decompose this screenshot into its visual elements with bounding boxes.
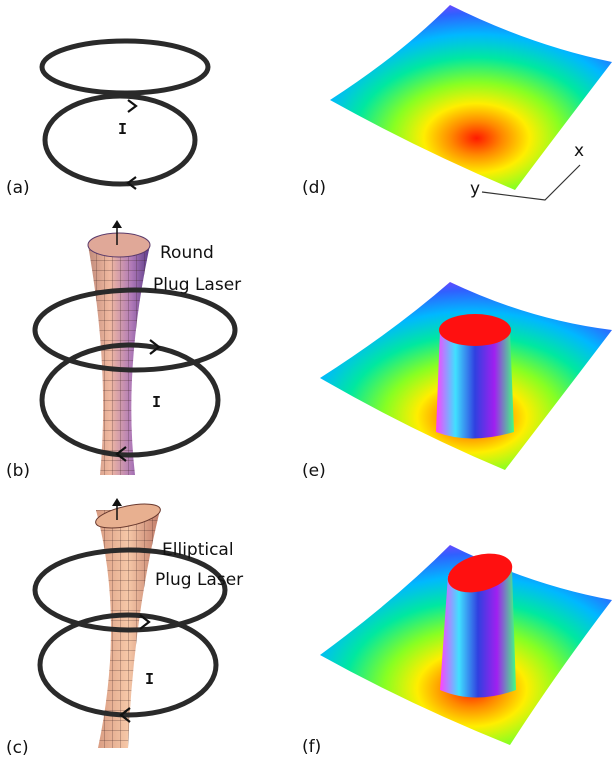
beam-mesh bbox=[88, 245, 150, 475]
panel-a: I (a) bbox=[6, 41, 208, 198]
laser-label: Elliptical bbox=[162, 540, 234, 560]
current-arrow bbox=[128, 100, 136, 112]
figure: I (a) I Round Plug Laser (b) I Elliptica… bbox=[0, 0, 615, 762]
beam-arrow bbox=[112, 498, 122, 506]
coil-ring bbox=[42, 41, 208, 93]
current-label: I bbox=[145, 670, 154, 688]
laser-label: Plug Laser bbox=[155, 570, 243, 590]
axis-label: x bbox=[574, 141, 584, 161]
panel-label: (f) bbox=[302, 737, 321, 757]
panel-c: I Elliptical Plug Laser (c) bbox=[6, 498, 243, 758]
panel-label: (d) bbox=[302, 178, 326, 198]
beam-arrow bbox=[112, 220, 122, 228]
panel-label: (b) bbox=[6, 461, 30, 481]
laser-label: Round bbox=[160, 243, 214, 263]
panel-d: y x (d) bbox=[302, 5, 612, 200]
plug-peak bbox=[436, 330, 514, 439]
panel-b: I Round Plug Laser (b) bbox=[6, 220, 241, 481]
panel-label: (a) bbox=[6, 178, 30, 198]
coil-ring bbox=[45, 96, 195, 184]
peak-top bbox=[439, 314, 511, 346]
beam-top bbox=[88, 233, 150, 257]
panel-label: (c) bbox=[6, 738, 29, 758]
current-label: I bbox=[152, 393, 161, 411]
panel-e: (e) bbox=[302, 282, 612, 481]
panel-label: (e) bbox=[302, 461, 326, 481]
panel-f: (f) bbox=[302, 545, 612, 757]
potential-surface bbox=[330, 5, 612, 190]
current-label: I bbox=[118, 120, 127, 138]
laser-label: Plug Laser bbox=[153, 275, 241, 295]
axis-label: y bbox=[470, 179, 480, 199]
